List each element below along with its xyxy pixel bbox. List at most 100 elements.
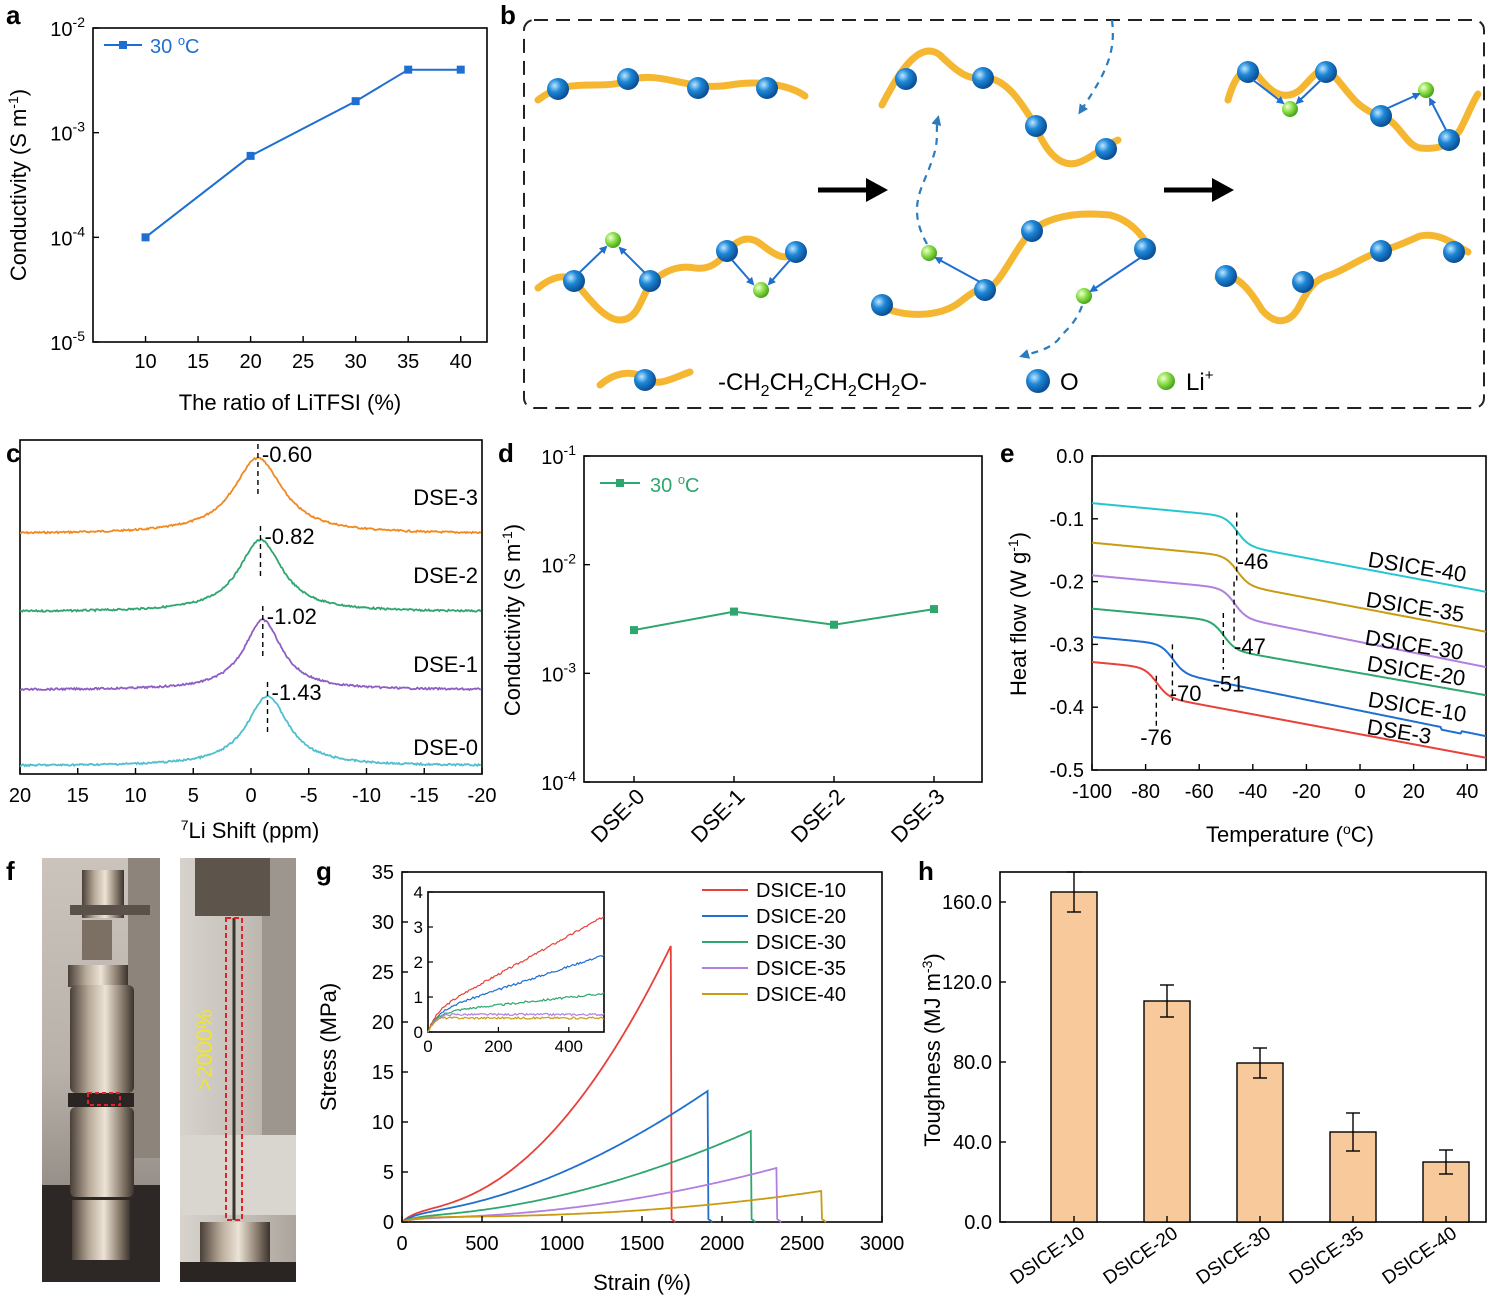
stress-strain-dsice-30 [401,1129,757,1223]
coord-arrow [1387,92,1421,109]
inset-x-tick-label: 0 [423,1037,432,1056]
x-category-label: DSICE-10 [1007,1223,1089,1289]
series-label: DSICE-35 [1364,587,1466,627]
panel-g-xlabel: Strain (%) [593,1270,691,1295]
x-tick-label: -20 [1292,781,1321,803]
y-tick-label: 80.0 [953,1052,992,1074]
li-ion [1076,288,1092,304]
panel-d-marks [630,605,938,635]
x-tick-label: -100 [1072,781,1112,803]
process-arrowhead-1 [866,178,888,202]
panel-f-photos: >2000% [42,858,296,1282]
y-tick-label: 15 [372,1062,394,1084]
oxygen-atom [716,240,738,262]
chain-5 [876,210,1154,318]
schematic-border [523,19,1485,409]
x-tick-label: -80 [1131,781,1160,803]
coord-arrow [934,257,981,283]
inset-curve-dsice-35 [427,1012,605,1033]
x-tick-label: 1000 [540,1233,585,1255]
x-tick-label: 0 [245,785,256,807]
legend-oxygen-label: O [1060,369,1079,396]
panel-g-inset: 0 200 400 0 1 2 3 4 [414,883,605,1056]
oxygen-atom [871,294,893,316]
li-ion [605,232,621,248]
x-tick-label: 20 [1403,781,1425,803]
x-category-label: DSICE-35 [1286,1223,1368,1289]
photo-after-stretch: >2000% [180,858,296,1282]
legend-chain-oxygen [634,369,656,391]
x-tick-label: 0 [396,1233,407,1255]
oxygen-atom [1134,238,1156,260]
li-ion [1418,82,1434,98]
x-category-label: DSE-2 [786,784,849,847]
oxygen-atom [1215,265,1237,287]
data-point [730,607,738,616]
x-tick-label: -5 [300,785,318,807]
x-category-label: DSICE-20 [1100,1223,1182,1289]
oxygen-atom [756,77,778,99]
coord-arrow [1089,257,1141,293]
panel-g-marks [401,945,827,1223]
legend-label: DSICE-30 [756,932,846,954]
oxygen-atom [1025,115,1047,137]
nmr-spectrum-dse-1 [19,618,482,692]
x-tick-label: -60 [1185,781,1214,803]
legend-label: DSICE-20 [756,906,846,928]
photo-1-nut [68,965,128,987]
y-tick-label: 10 [372,1112,394,1134]
x-tick-label: 10 [124,785,146,807]
lithium-ions [605,82,1434,304]
oxygen-atom [1370,240,1392,262]
panel-g-ylabel: Stress (MPa) [316,983,341,1111]
x-tick-label: -15 [410,785,439,807]
x-category-label: DSICE-30 [1193,1223,1275,1289]
panel-c-xlabel: 7Li Shift (ppm) [181,817,320,843]
inset-x-tick-label: 400 [555,1037,583,1056]
panel-label-d: d [498,438,514,468]
photo-2-bottom-clamp [200,1222,270,1262]
panel-c-chart: -0.60 DSE-3 -0.82 DSE-2 -1.02 DSE-1 -1.43 DSE-0… [9,439,496,843]
series-label: DSE-2 [413,563,478,588]
y-tick-label: -0.5 [1050,760,1084,782]
y-tick-label: 10-5 [50,328,85,355]
oxygen-atom [1443,241,1465,263]
coord-arrow [1429,97,1447,131]
x-category-label: DSE-3 [886,784,949,847]
y-tick-label: -0.2 [1050,572,1084,594]
y-tick-label: 160.0 [942,892,992,914]
oxygen-atom [1095,138,1117,160]
panel-d-legend-text: 30 oC [650,472,700,497]
ion-hopping-arrows [915,19,1114,359]
stress-strain-dsice-20 [401,1089,713,1223]
y-tick-label: 10-2 [541,551,576,578]
tg-value-label: -47 [1234,634,1266,659]
panel-c-ticks: 20 15 10 5 0 -5 -10 -15 -20 [9,768,496,807]
data-point [930,605,938,614]
toughness-bar [1236,1062,1284,1223]
oxygen-atom [1315,61,1337,83]
photo-2-sample-marker [225,917,243,1221]
panel-label-g: g [316,856,332,886]
oxygen-atom [1370,105,1392,127]
x-tick-label: 1500 [620,1233,665,1255]
y-tick-label: 5 [383,1162,394,1184]
tg-value-label: -76 [1140,725,1172,750]
y-tick-label: 0.0 [964,1212,992,1234]
panel-e-ticks: -100 -80 -60 -40 -20 0 20 40 0.0 -0.1 -0.2 -0.3 -0.4… [1050,446,1479,803]
x-tick-label: 20 [9,785,31,807]
y-tick-label: -0.1 [1050,509,1084,531]
polymer-chains [534,47,1482,325]
panel-label-h: h [918,856,934,886]
photo-2-top-clamp [195,858,270,916]
panel-label-b: b [500,0,516,30]
photo-before-stretch [42,858,160,1282]
x-tick-label: 3000 [860,1233,905,1255]
panel-h-marks [1050,871,1470,1223]
y-tick-label: 25 [372,962,394,984]
oxygen-atom [1021,220,1043,242]
inset-x-tick-label: 200 [484,1037,512,1056]
x-category-label: DSICE-40 [1379,1223,1461,1289]
